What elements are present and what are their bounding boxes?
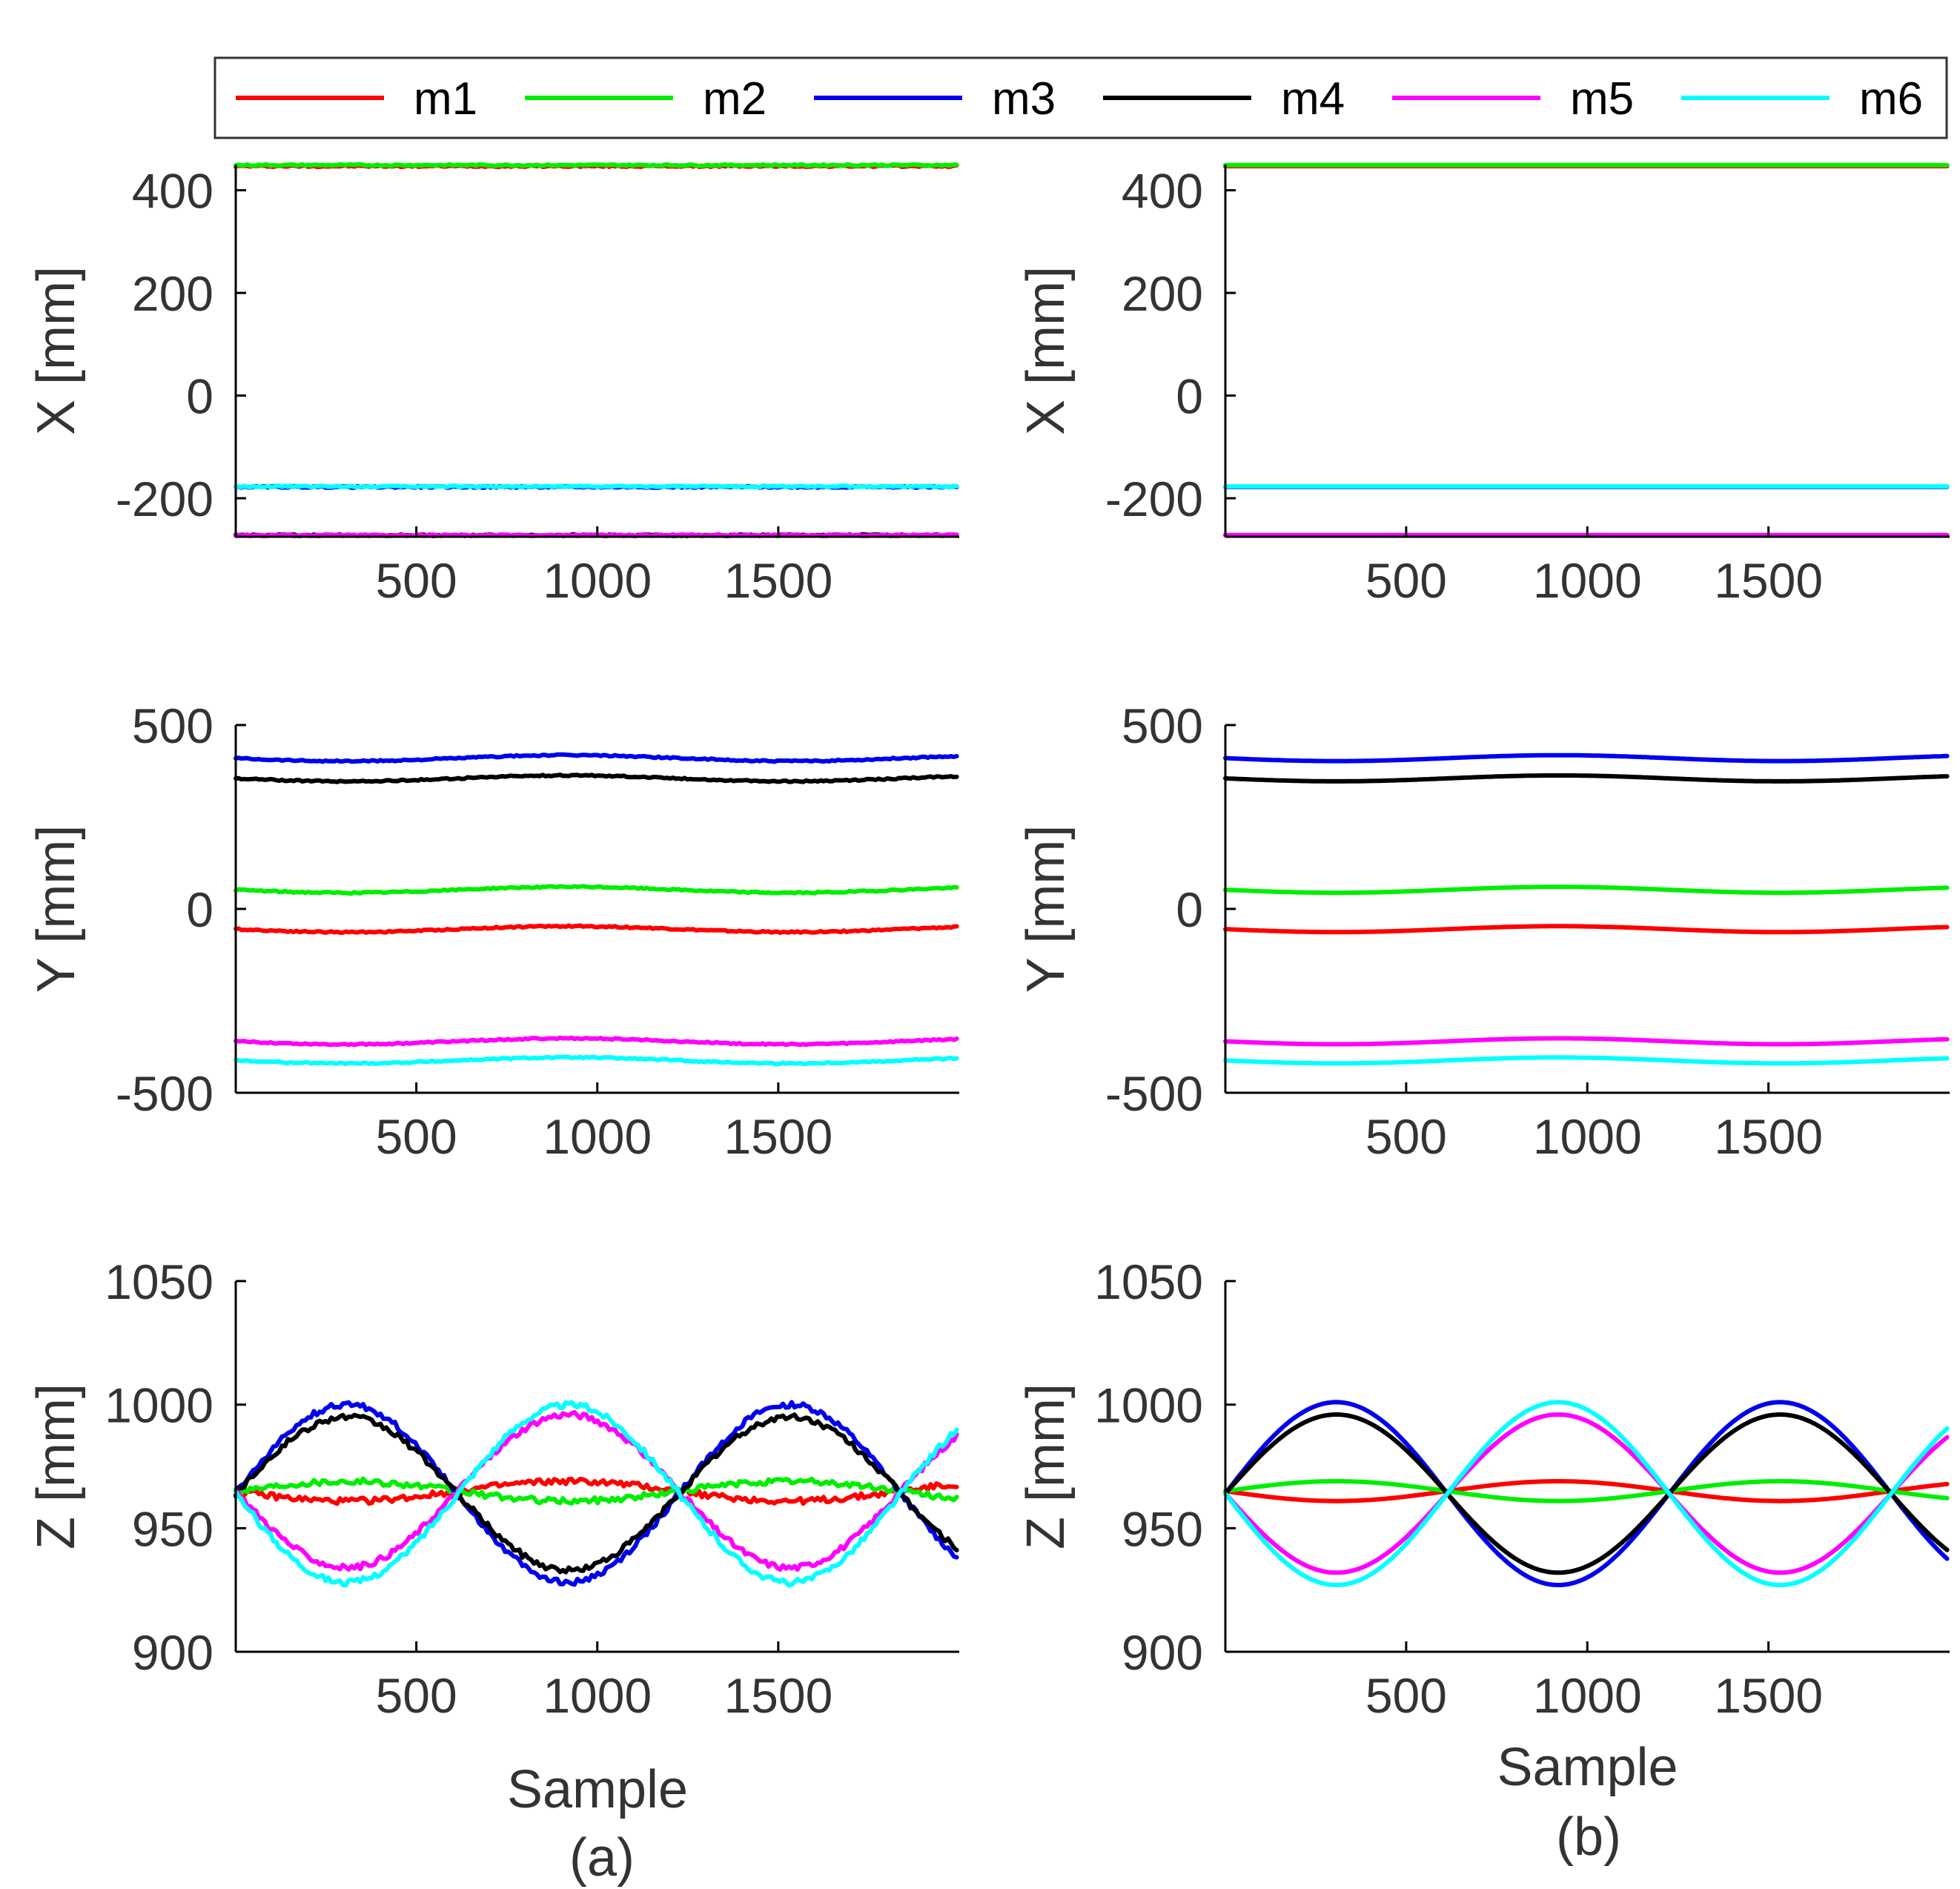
panels: 500 1000 1500 -200 0 200 400 X [mm] 500 1000 1500 -… <box>27 162 1950 1819</box>
legend-box <box>213 56 1948 139</box>
legend-label-m4: m4 <box>1281 73 1345 125</box>
series-line-m2 <box>234 1476 959 1506</box>
series-line-m5 <box>234 1035 959 1048</box>
y-axis-label: Z [mm] <box>27 1383 86 1549</box>
series-group <box>1223 752 1950 1066</box>
y-tick-label: 0 <box>186 882 213 937</box>
series-line-m3 <box>234 1400 959 1587</box>
x-tick-label: 500 <box>1365 1109 1447 1164</box>
series-line-m4 <box>234 1412 959 1575</box>
x-tick-label: 1500 <box>1714 1109 1823 1164</box>
series-line-m5 <box>234 532 959 538</box>
y-tick-label: 950 <box>132 1501 213 1556</box>
series-group <box>234 752 959 1067</box>
y-tick-label: 0 <box>1176 369 1203 424</box>
y-tick-label: 200 <box>1122 266 1203 321</box>
y-axis-label: Z [mm] <box>1016 1383 1076 1549</box>
y-tick-label: 1050 <box>105 1254 213 1309</box>
legend-label-m2: m2 <box>703 73 767 125</box>
chart-b-z: 500 1000 1500 900 950 1000 1050 Z [mm] Sample <box>1016 1254 1950 1797</box>
y-tick-label: 500 <box>1122 698 1203 753</box>
y-tick-label: 900 <box>1122 1625 1203 1680</box>
x-axis-label: Sample <box>1497 1738 1678 1797</box>
y-tick-label: 500 <box>132 698 213 753</box>
series-line-m6 <box>234 1400 959 1588</box>
series-line-m2 <box>1223 884 1950 896</box>
y-tick-label: 0 <box>1176 882 1203 937</box>
x-tick-label: 500 <box>376 553 457 608</box>
legend-label-m1: m1 <box>414 73 477 125</box>
y-tick-label: 400 <box>132 164 213 219</box>
y-axis-label: X [mm] <box>27 266 86 435</box>
chart-b-x: 500 1000 1500 -200 0 200 400 X [mm] <box>1016 162 1950 608</box>
series-line-m2 <box>234 884 959 896</box>
x-tick-label: 1500 <box>724 1109 832 1164</box>
x-tick-label: 1000 <box>543 1668 652 1723</box>
series-line-m6 <box>234 483 959 490</box>
caption-a: (a) <box>569 1828 635 1888</box>
y-tick-label: 950 <box>1122 1501 1203 1556</box>
series-line-m4 <box>1223 773 1950 784</box>
series-line-m5 <box>234 1409 959 1572</box>
x-tick-label: 1000 <box>543 1109 652 1164</box>
series-group <box>234 162 959 538</box>
chart-a-y: 500 1000 1500 -500 0 500 Y [mm] <box>27 698 959 1164</box>
y-tick-label: 400 <box>1122 164 1203 219</box>
y-tick-label: -200 <box>1105 472 1203 526</box>
y-tick-label: 1050 <box>1094 1254 1203 1309</box>
x-tick-label: 1500 <box>1714 1668 1823 1723</box>
legend-label-m5: m5 <box>1570 73 1634 125</box>
y-tick-label: 200 <box>132 266 213 321</box>
x-tick-label: 1000 <box>543 553 652 608</box>
x-tick-label: 1500 <box>724 1668 832 1723</box>
x-tick-label: 500 <box>376 1668 457 1723</box>
series-line-m3 <box>1223 752 1950 764</box>
series-group <box>1223 162 1950 537</box>
legend-label-m3: m3 <box>992 73 1056 125</box>
y-axis-label: X [mm] <box>1016 266 1076 435</box>
chart-b-y: 500 1000 1500 -500 0 500 Y [mm] <box>1016 698 1950 1164</box>
series-line-m6 <box>234 1054 959 1067</box>
series-line-m1 <box>1223 924 1950 935</box>
x-tick-label: 1500 <box>724 553 832 608</box>
y-tick-label: 0 <box>186 369 213 424</box>
series-line-m2 <box>234 162 959 168</box>
caption-b: (b) <box>1556 1807 1621 1867</box>
chart-a-x: 500 1000 1500 -200 0 200 400 X [mm] <box>27 162 959 608</box>
x-tick-label: 1000 <box>1533 1668 1642 1723</box>
x-tick-label: 1500 <box>1714 553 1823 608</box>
y-tick-label: 900 <box>132 1625 213 1680</box>
y-tick-label: 1000 <box>1094 1378 1203 1433</box>
legend: m1 m2 m3 m4 m5 m6 <box>213 56 1948 139</box>
chart-a-z: 500 1000 1500 900 950 1000 1050 Z [mm] Sample <box>27 1254 959 1819</box>
x-tick-label: 500 <box>376 1109 457 1164</box>
y-axis-label: Y [mm] <box>27 825 86 993</box>
series-line-m1 <box>1223 1479 1950 1503</box>
x-tick-label: 1000 <box>1533 1109 1642 1164</box>
y-tick-label: -200 <box>116 472 213 526</box>
y-axis-label: Y [mm] <box>1016 825 1076 993</box>
series-line-m4 <box>234 773 959 784</box>
series-line-m1 <box>234 923 959 936</box>
x-tick-label: 1000 <box>1533 553 1642 608</box>
series-line-m6 <box>1223 1400 1950 1587</box>
y-tick-label: -500 <box>116 1066 213 1121</box>
x-tick-label: 500 <box>1365 1668 1447 1723</box>
series-line-m3 <box>234 752 959 764</box>
y-tick-label: -500 <box>1105 1066 1203 1121</box>
series-line-m5 <box>1223 1036 1950 1047</box>
series-group <box>234 1400 959 1588</box>
series-line-m1 <box>234 1476 959 1506</box>
x-axis-label: Sample <box>507 1760 688 1819</box>
series-line-m2 <box>1223 1479 1950 1503</box>
series-line-m5 <box>1223 1412 1950 1575</box>
y-tick-label: 1000 <box>105 1378 213 1433</box>
series-group <box>1223 1400 1950 1587</box>
series-line-m6 <box>1223 1055 1950 1066</box>
legend-label-m6: m6 <box>1859 73 1923 125</box>
x-tick-label: 500 <box>1365 553 1447 608</box>
series-line-m3 <box>1223 1400 1950 1587</box>
series-line-m4 <box>1223 1412 1950 1575</box>
